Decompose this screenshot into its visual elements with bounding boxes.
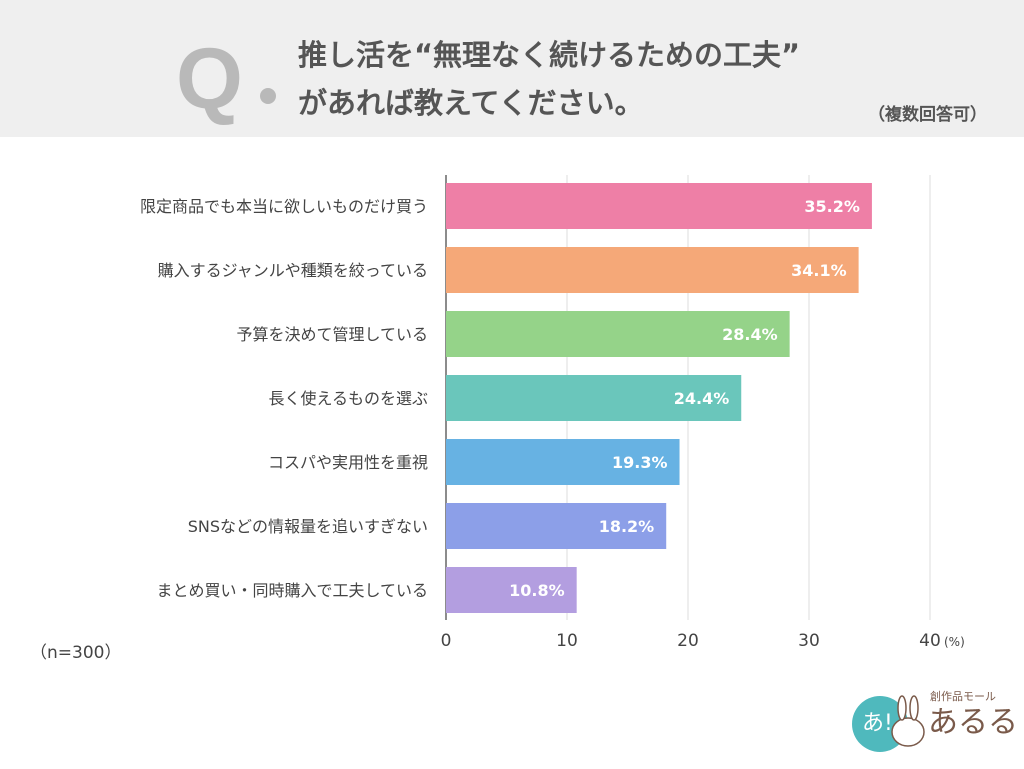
sample-size: （n=300） <box>30 643 122 663</box>
multiple-answer-note: （複数回答可） <box>868 105 987 125</box>
category-label: 購入するジャンルや種類を絞っている <box>158 261 428 280</box>
q-dot <box>260 88 276 104</box>
bar <box>446 375 742 421</box>
q-letter: Q <box>176 31 243 127</box>
logo: あ! 創作品モール あるる <box>850 682 1020 762</box>
bar-value-label: 18.2% <box>599 517 655 536</box>
bar-value-label: 24.4% <box>674 389 730 408</box>
bar-value-label: 28.4% <box>722 325 778 344</box>
svg-text:あるる: あるる <box>928 705 1018 740</box>
bar <box>446 503 667 549</box>
x-tick-label: 40 <box>919 631 941 651</box>
bar <box>446 311 790 357</box>
bar <box>446 439 680 485</box>
category-label: 限定商品でも本当に欲しいものだけ買う <box>140 197 428 216</box>
bar-value-label: 10.8% <box>509 581 565 600</box>
category-label: 長く使えるものを選ぶ <box>268 389 428 408</box>
logo-rabbit-icon: あ! 創作品モール あるる <box>852 689 1018 752</box>
x-tick-label: 10 <box>556 631 578 651</box>
category-label: 予算を決めて管理している <box>236 325 428 344</box>
x-unit-label: (%) <box>944 635 965 649</box>
title-line-1: 推し活を“無理なく続けるための工夫” <box>298 38 801 72</box>
bar-value-label: 19.3% <box>612 453 668 472</box>
header-band <box>0 0 1024 137</box>
svg-text:創作品モール: 創作品モール <box>930 689 996 703</box>
category-label: SNSなどの情報量を追いすぎない <box>188 517 428 536</box>
x-tick-label: 0 <box>441 631 452 651</box>
category-label: コスパや実用性を重視 <box>268 453 428 472</box>
title-line-2: があれば教えてください。 <box>298 86 644 120</box>
x-tick-label: 30 <box>798 631 820 651</box>
bar-value-label: 34.1% <box>791 261 847 280</box>
svg-text:あ!: あ! <box>862 711 893 736</box>
category-label: まとめ買い・同時購入で工夫している <box>156 581 428 600</box>
bar <box>446 247 859 293</box>
x-tick-label: 20 <box>677 631 699 651</box>
bar-value-label: 35.2% <box>804 197 860 216</box>
bar <box>446 567 577 613</box>
bar <box>446 183 872 229</box>
